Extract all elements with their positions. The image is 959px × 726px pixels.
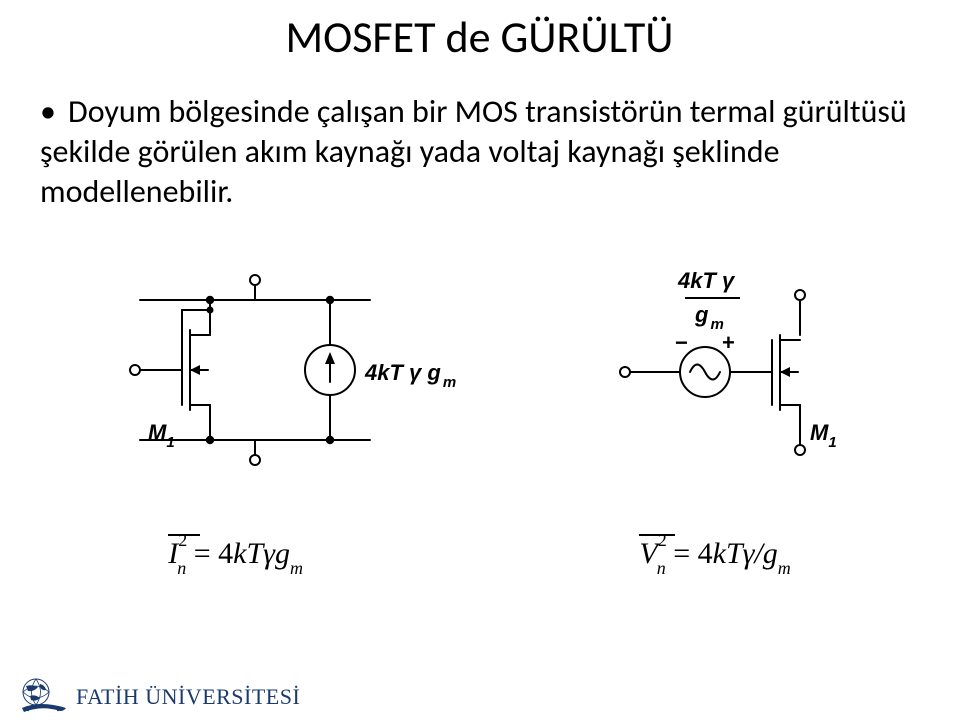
globe-icon [20, 678, 68, 716]
footer-text: FATİH ÜNİVERSİTESİ [76, 684, 300, 710]
slide-root: MOSFET de GÜRÜLTÜ •Doyum bölgesinde çalı… [0, 0, 959, 726]
page-title: MOSFET de GÜRÜLTÜ [0, 10, 959, 64]
bullet-text: Doyum bölgesinde çalışan bir MOS transis… [40, 92, 907, 211]
svg-text:4kT γ: 4kT γ [677, 268, 736, 293]
equations-row: I2n = 4kTγgm V2n = 4kTγ/gm [0, 525, 959, 585]
right-circuit [620, 290, 805, 455]
svg-text:M1: M1 [148, 420, 175, 451]
svg-text:−: − [675, 330, 688, 355]
circuit-diagrams: M1 4kT γ gm [0, 250, 959, 510]
svg-text:4kT γ gm: 4kT γ gm [364, 360, 456, 391]
equation-current: I2n = 4kTγgm [168, 536, 303, 575]
svg-text:+: + [722, 330, 735, 355]
svg-text:M1: M1 [810, 420, 837, 451]
body-bullet: •Doyum bölgesinde çalışan bir MOS transi… [40, 92, 919, 212]
footer-logo: FATİH ÜNİVERSİTESİ [20, 678, 300, 716]
bullet-marker: • [40, 92, 68, 132]
svg-text:gm: gm [694, 302, 724, 333]
equation-voltage: V2n = 4kTγ/gm [639, 536, 790, 575]
